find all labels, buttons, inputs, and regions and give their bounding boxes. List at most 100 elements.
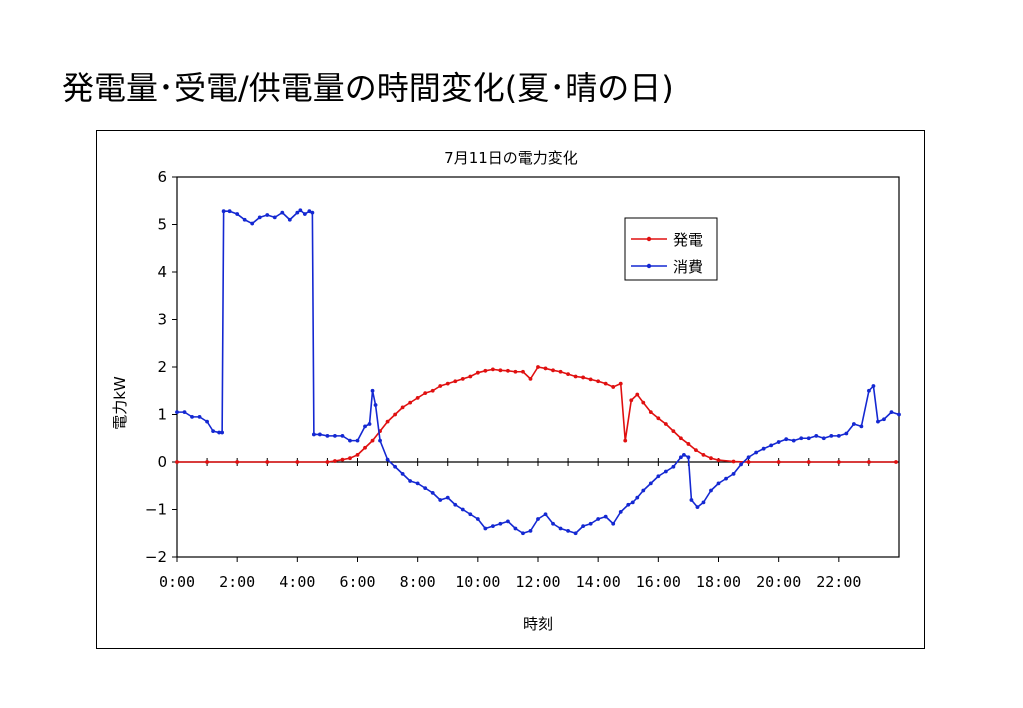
data-point [498,521,503,526]
data-point [573,374,578,379]
data-point [573,531,578,536]
data-point [746,455,751,460]
data-point [588,521,593,526]
data-point [367,422,372,426]
data-point [648,481,653,486]
y-tick-label: −2 [145,548,167,566]
x-tick-label: 18:00 [696,573,741,591]
data-point [566,372,570,377]
data-point [415,395,420,400]
data-point [302,212,307,216]
data-point [265,213,270,217]
data-point [689,498,694,502]
data-point [623,438,628,443]
data-point [430,388,435,393]
y-axis-title-group: 電力kW [111,376,129,430]
data-point [363,445,367,450]
data-point [543,366,548,371]
data-point [867,388,871,393]
data-point [317,432,322,437]
data-point [731,471,736,476]
y-tick-label: 0 [157,453,167,471]
data-point [250,221,255,226]
data-point [641,488,646,493]
data-point [716,481,721,486]
data-point [596,379,601,384]
data-point [408,479,413,483]
legend-label-consumption: 消費 [673,258,703,276]
data-point [626,502,631,507]
data-point [460,507,465,512]
data-point [197,414,202,419]
data-point [475,370,480,375]
x-tick-label: 2:00 [219,573,255,591]
data-point [430,490,435,495]
data-point [265,460,270,464]
x-tick-label: 20:00 [756,573,801,591]
data-point [551,368,555,373]
data-point [438,498,443,502]
data-point [217,430,222,435]
data-point [415,481,420,486]
series-generation [175,365,898,464]
data-point [220,430,225,435]
y-tick-label: −1 [145,501,167,519]
data-point [373,403,378,407]
data-point [754,450,759,455]
data-point [175,460,179,464]
data-point [393,464,398,469]
data-point [871,384,876,388]
data-point [581,375,586,380]
data-point [882,417,886,422]
data-point [678,455,683,460]
data-point [596,517,601,521]
data-point [521,531,525,536]
data-point [648,410,653,415]
data-point [731,459,736,464]
data-point [205,419,209,424]
x-tick-label: 16:00 [636,573,681,591]
legend-marker-generation [646,236,652,242]
series-layer [175,208,901,536]
data-point [490,367,495,372]
data-point [385,457,390,462]
data-point [468,374,473,379]
data-point [227,209,232,214]
data-point [280,210,285,215]
y-tick-label: 6 [157,168,167,186]
data-point [543,512,548,517]
data-point [889,410,894,415]
x-tick-label: 0:00 [159,573,195,591]
data-point [400,471,405,476]
data-point [551,521,555,526]
data-point [400,405,405,410]
data-point [453,502,458,507]
data-point [894,460,898,464]
data-point [709,488,713,493]
data-point [182,410,187,415]
data-point [709,456,713,461]
data-point [844,431,849,436]
data-point [513,369,518,374]
data-point [635,392,640,397]
data-point [656,416,661,421]
x-axis-title: 時刻 [523,615,553,633]
data-point [686,455,691,460]
data-point [686,442,691,446]
x-tick-label: 12:00 [515,573,560,591]
data-point [370,438,375,443]
data-point [310,210,315,215]
data-point [701,500,706,505]
data-point [445,495,450,500]
y-axis-title: 電力kW [111,376,129,430]
data-point [483,368,488,373]
data-point [242,217,247,222]
data-point [325,433,330,438]
data-point [190,414,194,419]
data-point [211,429,215,434]
data-point [806,460,811,464]
data-point [695,505,700,510]
data-point [799,436,804,441]
data-point [678,436,683,441]
data-point [385,419,390,424]
